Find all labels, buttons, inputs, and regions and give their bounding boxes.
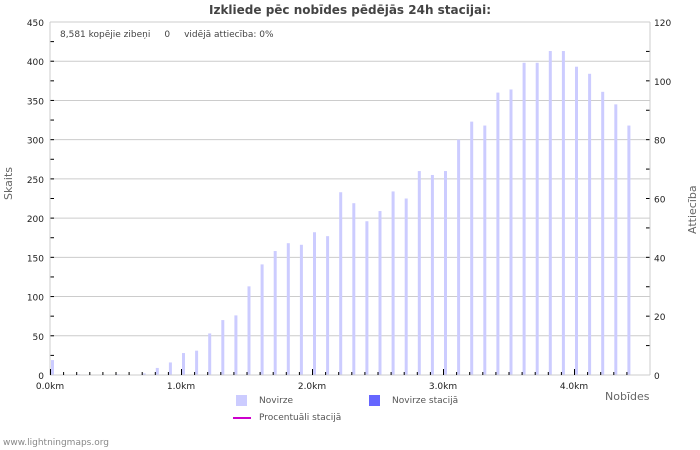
svg-text:2.0km: 2.0km	[298, 382, 326, 392]
stats-summary: 8,581 kopējie zibeņi 0 vidējā attiecība: 0…	[60, 30, 288, 40]
legend-novirze: Novirze	[236, 395, 293, 406]
svg-text:150: 150	[27, 254, 44, 264]
station-strikes: 0	[164, 30, 171, 40]
x-axis-label: Nobīdes	[605, 390, 650, 403]
svg-text:450: 450	[27, 19, 44, 29]
footer-link[interactable]: www.lightningmaps.org	[3, 438, 109, 448]
svg-text:120: 120	[654, 19, 671, 29]
svg-text:20: 20	[654, 313, 666, 323]
svg-text:60: 60	[654, 196, 666, 206]
legend-novirze-stacija: Novirze stacijā	[369, 395, 458, 406]
svg-text:0: 0	[654, 372, 660, 382]
legend-label: Novirze stacijā	[392, 395, 459, 406]
svg-text:3.0km: 3.0km	[429, 382, 457, 392]
y-axis-label-right: Attiecība [%]	[686, 185, 700, 234]
svg-text:100: 100	[654, 78, 671, 88]
svg-text:80: 80	[654, 137, 666, 147]
svg-text:0.0km: 0.0km	[36, 382, 64, 392]
legend-label: Procentuāli stacijā	[259, 413, 342, 423]
legend-line-icon	[233, 417, 251, 419]
legend-procentuali: Procentuāli stacijā	[233, 413, 341, 423]
svg-text:400: 400	[27, 58, 44, 68]
y-axis-label-left: Skaits	[2, 167, 15, 200]
legend-swatch-icon	[369, 395, 380, 406]
svg-text:100: 100	[27, 294, 44, 304]
axes: 0 50 100 150 200 250 300 350 400 450 0 20 40 60 80 100 1…	[27, 19, 672, 392]
legend-label: Novirze	[259, 395, 294, 406]
svg-text:200: 200	[27, 215, 44, 225]
svg-text:4.0km: 4.0km	[560, 382, 588, 392]
svg-text:250: 250	[27, 176, 44, 186]
svg-text:1.0km: 1.0km	[167, 382, 195, 392]
svg-text:300: 300	[27, 137, 44, 147]
avg-ratio: vidējā attiecība: 0%	[184, 30, 274, 40]
svg-text:350: 350	[27, 97, 44, 107]
total-strikes: 8,581 kopējie zibeņi	[60, 30, 151, 40]
svg-text:50: 50	[33, 333, 45, 343]
svg-text:40: 40	[654, 254, 666, 264]
svg-text:0: 0	[38, 372, 44, 382]
grid-lines	[50, 21, 650, 376]
bar-series	[51, 51, 631, 376]
chart-title: Izkliede pēc nobīdes pēdējās 24h stacija…	[209, 3, 491, 17]
legend-swatch-icon	[236, 395, 247, 406]
